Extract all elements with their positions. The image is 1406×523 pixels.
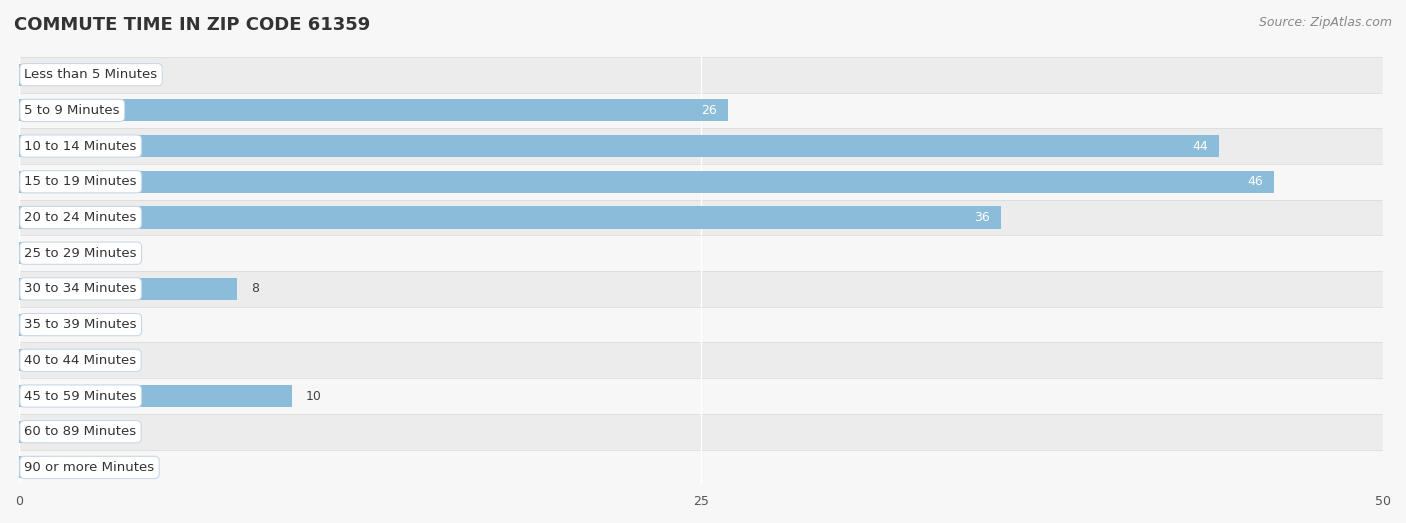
FancyBboxPatch shape [20, 235, 1384, 271]
Text: Less than 5 Minutes: Less than 5 Minutes [24, 68, 157, 81]
Text: 0: 0 [60, 354, 67, 367]
Text: 44: 44 [1192, 140, 1208, 153]
Text: 60 to 89 Minutes: 60 to 89 Minutes [24, 425, 136, 438]
Text: 5 to 9 Minutes: 5 to 9 Minutes [24, 104, 120, 117]
Text: 8: 8 [250, 282, 259, 295]
Text: 90 or more Minutes: 90 or more Minutes [24, 461, 155, 474]
Text: 10: 10 [305, 390, 322, 403]
FancyBboxPatch shape [20, 450, 1384, 485]
FancyBboxPatch shape [20, 57, 1384, 93]
Bar [20, 420, 46, 443]
Bar [20, 314, 46, 336]
Text: 46: 46 [1247, 175, 1263, 188]
Text: 40 to 44 Minutes: 40 to 44 Minutes [24, 354, 136, 367]
Text: 30 to 34 Minutes: 30 to 34 Minutes [24, 282, 136, 295]
Text: 0: 0 [60, 318, 67, 331]
Text: 35 to 39 Minutes: 35 to 39 Minutes [24, 318, 136, 331]
Text: 15 to 19 Minutes: 15 to 19 Minutes [24, 175, 136, 188]
Bar [20, 242, 101, 264]
Text: 26: 26 [702, 104, 717, 117]
FancyBboxPatch shape [20, 93, 1384, 128]
Bar [20, 278, 238, 300]
Text: 20 to 24 Minutes: 20 to 24 Minutes [24, 211, 136, 224]
Bar [20, 349, 46, 371]
Text: 36: 36 [974, 211, 990, 224]
FancyBboxPatch shape [20, 164, 1384, 200]
FancyBboxPatch shape [20, 343, 1384, 378]
Text: 0: 0 [60, 461, 67, 474]
Bar [20, 170, 1274, 193]
Text: COMMUTE TIME IN ZIP CODE 61359: COMMUTE TIME IN ZIP CODE 61359 [14, 16, 370, 33]
FancyBboxPatch shape [20, 307, 1384, 343]
FancyBboxPatch shape [20, 271, 1384, 307]
Bar [20, 207, 1001, 229]
Bar [20, 457, 46, 479]
Bar [20, 64, 46, 86]
Bar [20, 99, 728, 121]
Text: Source: ZipAtlas.com: Source: ZipAtlas.com [1258, 16, 1392, 29]
Text: 25 to 29 Minutes: 25 to 29 Minutes [24, 247, 136, 260]
Text: 1: 1 [60, 68, 67, 81]
FancyBboxPatch shape [20, 378, 1384, 414]
Text: 45 to 59 Minutes: 45 to 59 Minutes [24, 390, 136, 403]
Text: 3: 3 [114, 247, 122, 260]
Bar [20, 385, 292, 407]
Bar [20, 135, 1219, 157]
FancyBboxPatch shape [20, 200, 1384, 235]
Text: 10 to 14 Minutes: 10 to 14 Minutes [24, 140, 136, 153]
FancyBboxPatch shape [20, 414, 1384, 450]
Text: 1: 1 [60, 425, 67, 438]
FancyBboxPatch shape [20, 128, 1384, 164]
